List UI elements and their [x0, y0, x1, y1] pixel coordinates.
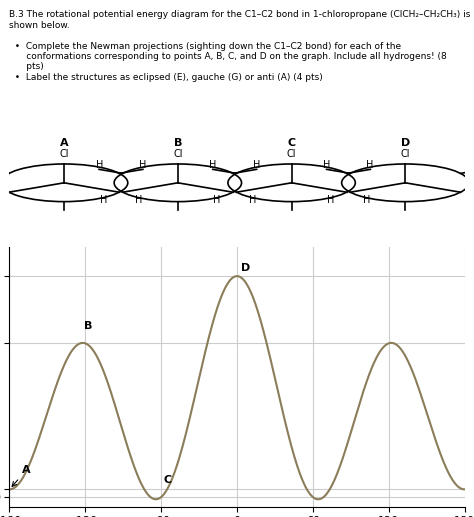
Text: H: H — [366, 160, 374, 170]
Text: H: H — [363, 195, 370, 205]
Text: H: H — [96, 160, 103, 170]
Text: A: A — [60, 138, 68, 148]
Text: H: H — [253, 160, 260, 170]
Text: H: H — [100, 195, 107, 205]
Text: C: C — [164, 475, 172, 484]
Text: B: B — [83, 321, 92, 331]
Text: B.3 The rotational potential energy diagram for the C1–C2 bond in 1-chloropropan: B.3 The rotational potential energy diag… — [9, 10, 471, 82]
Text: H: H — [323, 160, 330, 170]
Text: Cl: Cl — [59, 148, 69, 159]
Text: B: B — [173, 138, 182, 148]
Text: H: H — [135, 195, 142, 205]
Text: A: A — [12, 465, 31, 486]
Text: D: D — [401, 138, 410, 148]
Text: H: H — [249, 195, 256, 205]
Text: H: H — [210, 160, 217, 170]
Text: Cl: Cl — [173, 148, 182, 159]
Text: D: D — [241, 263, 250, 273]
Text: Cl: Cl — [287, 148, 296, 159]
Text: H: H — [213, 195, 221, 205]
Text: H: H — [327, 195, 335, 205]
Text: H: H — [139, 160, 146, 170]
Text: Cl: Cl — [401, 148, 410, 159]
Text: C: C — [288, 138, 296, 148]
